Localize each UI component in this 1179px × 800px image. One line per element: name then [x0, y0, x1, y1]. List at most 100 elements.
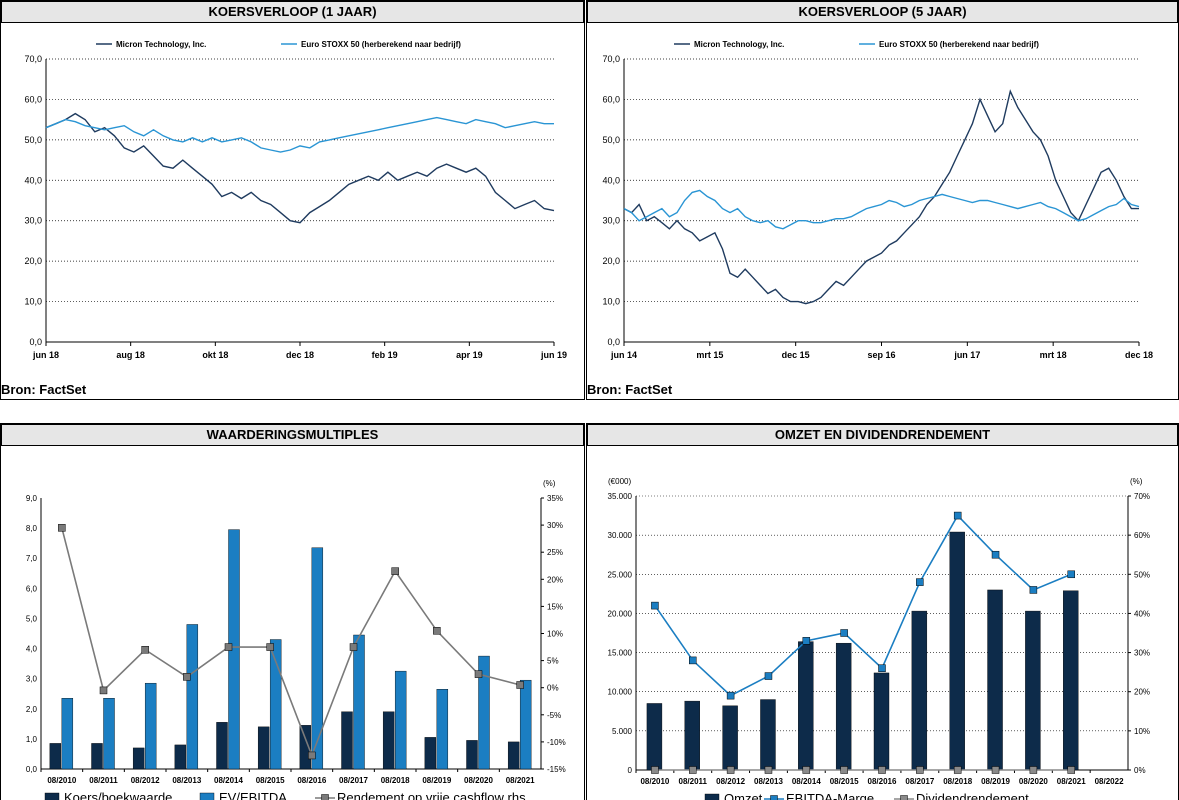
series-marker	[266, 643, 274, 651]
bar	[646, 703, 663, 771]
panel-revenue-dividend: OMZET EN DIVIDENDRENDEMENT 0 5.000 10.000 1…	[586, 423, 1179, 800]
series-marker	[474, 670, 483, 678]
bar	[103, 698, 115, 770]
legend-label: EBITDA-Marge	[786, 791, 874, 800]
y-tick-label: 70,0	[24, 54, 42, 64]
y-tick-label: 10,0	[24, 297, 42, 307]
series-marker	[308, 751, 316, 760]
bar	[186, 624, 199, 770]
legend-label: Omzet	[724, 791, 763, 800]
x-tick-label: okt 18	[202, 350, 228, 360]
bar	[91, 743, 103, 770]
series-marker	[1029, 586, 1038, 594]
series-marker	[840, 766, 848, 774]
series-marker	[878, 664, 886, 672]
y-tick-label: 7,0	[26, 554, 38, 563]
x-tick-label: jun 14	[610, 350, 637, 360]
revenue-chart: 0 5.000 10.000 15.000 20.000 25.000 30.000 35.0…	[608, 477, 1150, 800]
x-tick-label: 08/2018	[943, 777, 972, 786]
bar	[382, 711, 395, 770]
series-marker	[726, 766, 735, 774]
x-tick-label: 08/2012	[716, 777, 745, 786]
y-tick-label: 35.000	[608, 492, 633, 501]
legend-swatch	[44, 792, 60, 800]
series-marker	[953, 766, 962, 774]
series-marker	[99, 686, 108, 695]
series-marker	[991, 550, 1000, 559]
x-tick-label: 08/2016	[868, 777, 897, 786]
bar	[311, 547, 324, 770]
y-tick-label: 10.000	[608, 688, 633, 697]
panel-title: KOERSVERLOOP (5 JAAR)	[587, 1, 1178, 23]
price-chart-5y: 0,0 10,0 20,0 30,0 40,0 50,0 60,0 70,0 jun 14 mrt…	[602, 40, 1153, 360]
x-tick-label: apr 19	[456, 350, 483, 360]
x-tick-label: 08/2013	[172, 776, 201, 785]
x-tick-label: jun 19	[540, 350, 567, 360]
series-line	[61, 527, 521, 758]
y2-tick-label: 30%	[547, 521, 563, 530]
y-tick-label: 40,0	[24, 175, 42, 185]
x-tick-label: 08/2015	[256, 776, 285, 785]
y2-tick-label: 10%	[1134, 727, 1150, 736]
bar	[507, 741, 520, 770]
bar	[478, 655, 490, 770]
source-label: Bron: FactSet	[587, 382, 673, 397]
y-tick-label: 60,0	[24, 94, 42, 104]
x-tick-label: 08/2019	[981, 777, 1010, 786]
x-tick-label: 08/2020	[464, 776, 493, 785]
series-marker	[916, 578, 924, 586]
legend-label: Koers/boekwaarde	[64, 790, 172, 800]
y2-tick-label: 15%	[547, 602, 563, 611]
series-marker	[141, 646, 149, 654]
series-line	[45, 112, 555, 224]
bar	[466, 740, 478, 770]
x-tick-label: 08/2019	[422, 776, 451, 785]
x-tick-label: jun 17	[953, 350, 980, 360]
y-tick-label: 20.000	[608, 609, 633, 618]
panel-price-5y: KOERSVERLOOP (5 JAAR) 0,0 10,0 20,0 30,0 40,…	[586, 0, 1179, 400]
bar	[684, 700, 700, 771]
x-tick-label: 08/2016	[297, 776, 326, 785]
bar	[144, 682, 157, 770]
series-marker	[58, 524, 66, 532]
y-tick-label: 2,0	[26, 705, 38, 714]
legend-swatch	[199, 792, 215, 800]
bar	[424, 737, 437, 770]
y-tick-label: 4,0	[26, 645, 38, 654]
x-tick-label: 08/2017	[905, 777, 934, 786]
y-tick-label: 20,0	[602, 256, 620, 266]
bar	[798, 641, 814, 771]
source-label: Bron: FactSet	[1, 382, 87, 397]
bar	[257, 726, 270, 770]
legend-swatch	[704, 793, 720, 800]
y-tick-label: 1,0	[26, 735, 38, 744]
y-tick-label: 30,0	[24, 216, 42, 226]
x-tick-label: dec 18	[286, 350, 314, 360]
y-tick-label: 0,0	[26, 765, 38, 774]
bar	[353, 634, 365, 770]
series-marker	[916, 766, 924, 774]
panel-valuation-multiples: WAARDERINGSMULTIPLES 0,0 1,0 2,0 3,0 4,0 5,0 6…	[0, 423, 585, 800]
y2-tick-label: 70%	[1134, 492, 1150, 501]
x-tick-label: jun 18	[32, 350, 59, 360]
y-unit-label: (€000)	[608, 477, 631, 486]
x-tick-label: aug 18	[116, 350, 145, 360]
bar	[835, 642, 852, 771]
bar	[1063, 590, 1079, 771]
y-tick-label: 10,0	[602, 297, 620, 307]
y-tick-label: 3,0	[26, 675, 38, 684]
bar	[174, 744, 187, 770]
y2-tick-label: 50%	[1134, 570, 1150, 579]
valuation-chart: 0,0 1,0 2,0 3,0 4,0 5,0 6,0 7,0 8,0 9,0 -15% -10% -5…	[26, 479, 566, 800]
y-tick-label: 9,0	[26, 494, 38, 503]
legend-label: Euro STOXX 50 (herberekend naar bedrijf)	[301, 40, 461, 49]
x-tick-label: dec 18	[1125, 350, 1153, 360]
x-tick-label: 08/2014	[214, 776, 243, 785]
series-marker	[183, 673, 191, 681]
bar	[760, 699, 776, 771]
series-marker	[651, 601, 659, 610]
series-marker	[726, 691, 735, 700]
x-tick-label: 08/2021	[1057, 777, 1086, 786]
series-marker	[689, 766, 697, 774]
y2-unit-label: (%)	[1130, 477, 1143, 486]
